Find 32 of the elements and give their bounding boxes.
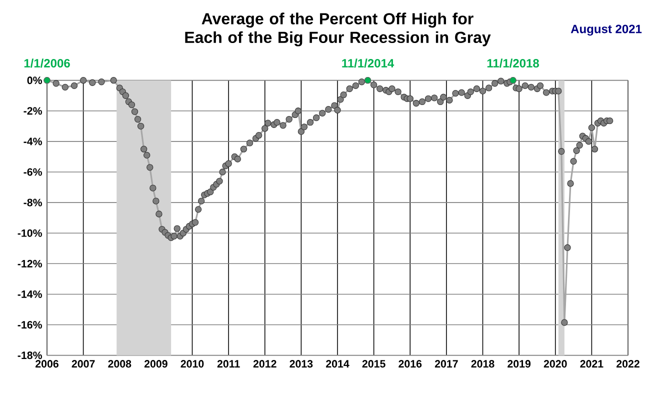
x-tick-label: 2010	[180, 360, 204, 368]
annotation: 1/1/2006	[24, 58, 70, 68]
y-tick-label: -14%	[18, 290, 42, 298]
x-tick-label: 2013	[290, 360, 313, 368]
x-tick-label: 2022	[616, 360, 640, 368]
y-tick-label: -12%	[18, 260, 42, 268]
x-tick-label: 2007	[72, 360, 95, 368]
y-tick-label: -16%	[18, 320, 42, 328]
y-tick-label: -4%	[24, 138, 42, 146]
x-tick-label: 2017	[434, 360, 458, 368]
x-tick-label: 2014	[326, 360, 350, 368]
x-tick-label: 2012	[253, 360, 276, 368]
y-tick-label: -18%	[18, 351, 42, 359]
x-tick-label: 2018	[471, 360, 494, 368]
y-tick-label: -10%	[18, 229, 42, 237]
x-tick-label: 2011	[217, 360, 240, 368]
x-tick-label: 2015	[362, 360, 386, 368]
x-tick-label: 2008	[108, 360, 132, 368]
x-tick-label: 2006	[36, 360, 58, 368]
y-tick-label: -2%	[24, 106, 42, 114]
chart-title: Average of the Percent Off High for Each of the Big Four Recession in Gray	[185, 12, 491, 46]
x-tick-label: 2020	[544, 360, 567, 368]
text: August 2021	[570, 24, 642, 36]
y-tick-label: -8%	[24, 198, 42, 206]
x-tick-label: 2021	[580, 360, 604, 368]
annotation: 11/1/2018	[487, 58, 540, 68]
y-tick-label: 0%	[27, 76, 42, 84]
annotation: 11/1/2014	[342, 58, 394, 68]
x-tick-label: 2016	[398, 360, 422, 368]
x-tick-label: 2009	[144, 360, 168, 368]
y-tick-label: -6%	[24, 168, 42, 176]
x-tick-label: 2019	[508, 360, 531, 368]
